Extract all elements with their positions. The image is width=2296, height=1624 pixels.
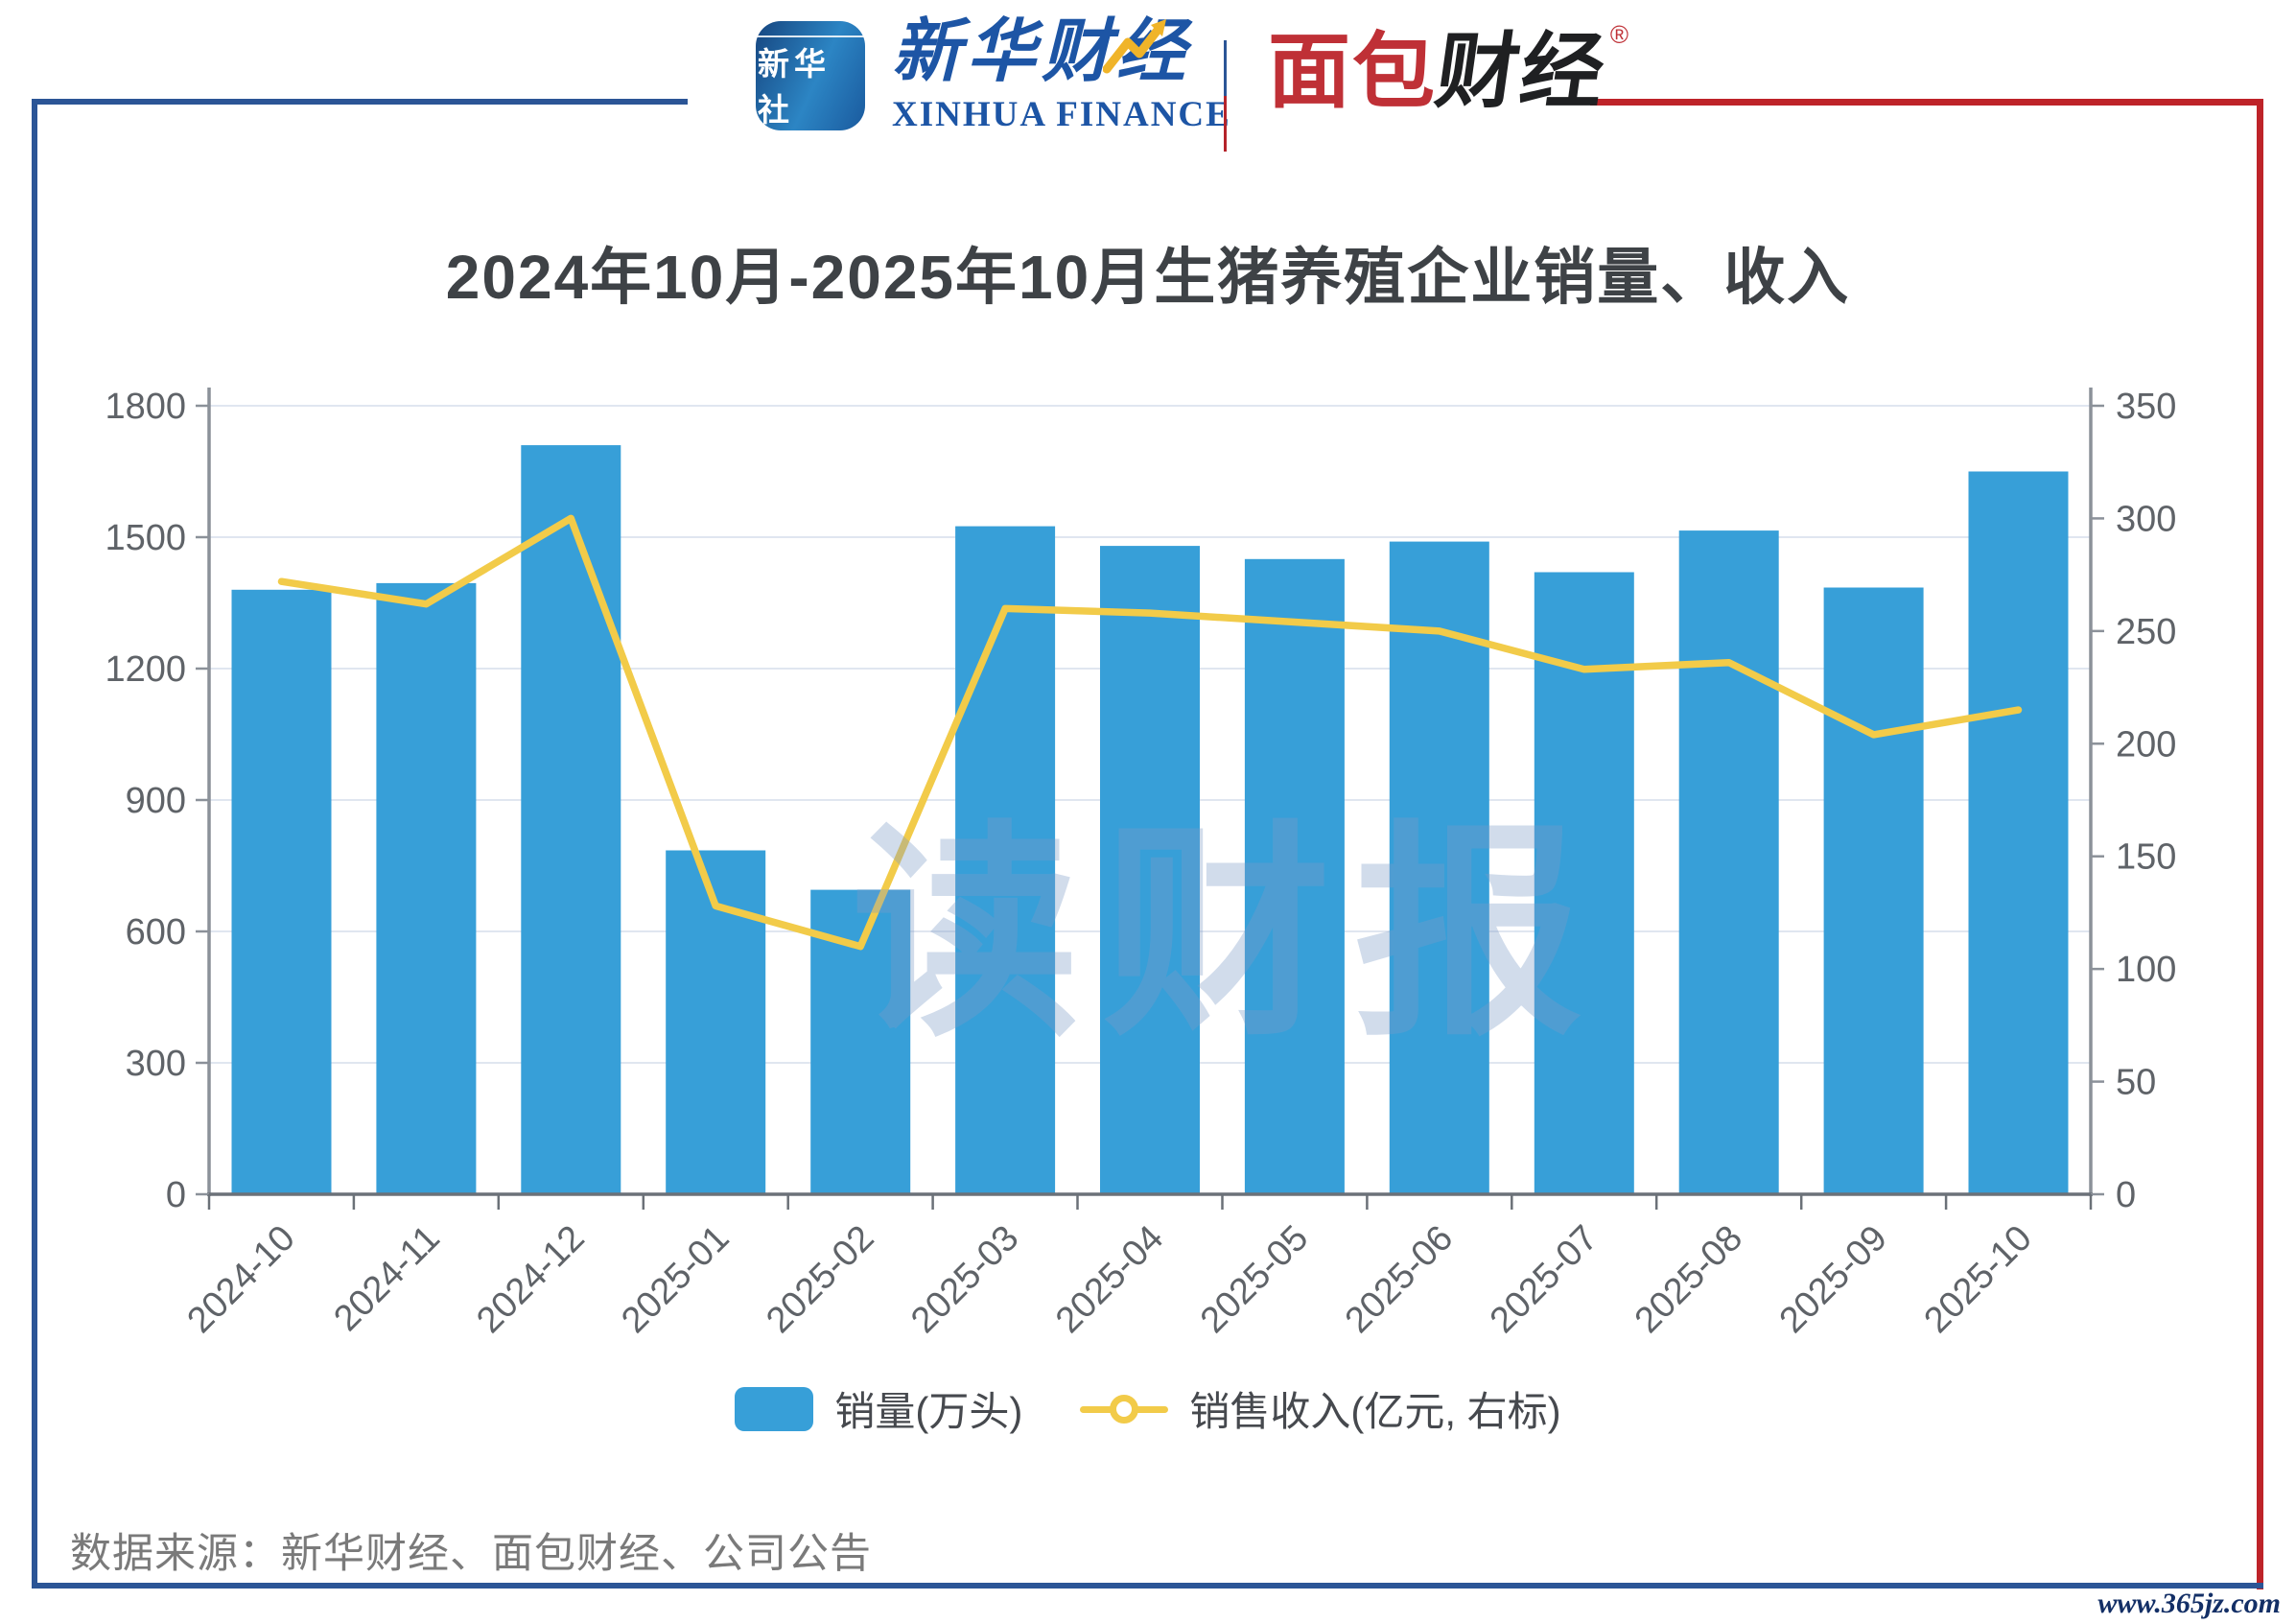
bar-2024-11 bbox=[376, 582, 477, 1194]
right-axis-tick-label: 300 bbox=[2116, 499, 2176, 539]
x-axis-label-2025-02: 2025-02 bbox=[759, 1218, 881, 1341]
x-axis-label-2025-04: 2025-04 bbox=[1048, 1218, 1171, 1341]
x-axis-label-2025-06: 2025-06 bbox=[1338, 1218, 1461, 1341]
frame-line-top-right bbox=[1590, 99, 2261, 106]
left-axis-tick-label: 900 bbox=[126, 781, 186, 821]
left-axis-tick-label: 600 bbox=[126, 912, 186, 953]
left-axis-tick-label: 300 bbox=[126, 1044, 186, 1084]
x-axis-label-2025-07: 2025-07 bbox=[1483, 1218, 1605, 1341]
chart-title: 2024年10月-2025年10月生猪养殖企业销量、收入 bbox=[445, 243, 1851, 312]
left-axis-tick-label: 1200 bbox=[105, 649, 186, 690]
header-divider-line bbox=[1224, 40, 1227, 152]
right-axis-tick-label: 200 bbox=[2116, 724, 2176, 765]
bar-2024-12 bbox=[521, 445, 621, 1195]
xinhua-app-cn-label: 新华社 bbox=[756, 35, 865, 133]
bar-2025-10 bbox=[1968, 471, 2069, 1194]
rising-arrow-icon bbox=[1103, 19, 1166, 74]
mianbao-logo-part1: 面包 bbox=[1268, 26, 1437, 118]
xinhua-finance-en: XINHUA FINANCE bbox=[892, 95, 1231, 134]
line-marker-circle bbox=[1110, 1394, 1139, 1424]
x-axis-label-2025-05: 2025-05 bbox=[1193, 1218, 1316, 1341]
bar-series-label: 销量(万头) bbox=[834, 1389, 1023, 1434]
x-axis-label-2024-12: 2024-12 bbox=[469, 1218, 592, 1341]
x-axis-label-2025-03: 2025-03 bbox=[903, 1218, 1026, 1341]
xinhua-app-en-label: XINHUA NEWS bbox=[761, 136, 859, 150]
x-axis-label-2024-10: 2024-10 bbox=[180, 1218, 303, 1341]
bar-2025-09 bbox=[1823, 587, 1924, 1194]
right-axis-tick-label: 0 bbox=[2116, 1175, 2136, 1215]
frame-line-bottom bbox=[32, 1583, 2263, 1589]
data-source-note: 数据来源：新华财经、面包财经、公司公告 bbox=[70, 1531, 872, 1577]
line-series-label: 销售收入(亿元, 右标) bbox=[1189, 1389, 1561, 1434]
right-axis-tick-label: 100 bbox=[2116, 950, 2176, 990]
bar-2025-08 bbox=[1678, 530, 1779, 1194]
legend-item-sales-volume: 销量(万头) bbox=[735, 1379, 1022, 1438]
revenue-line bbox=[277, 514, 2023, 951]
xinhua-news-app-icon: 新华社 XINHUA NEWS bbox=[756, 21, 865, 150]
frame-line-left bbox=[32, 99, 37, 1588]
line-series-marker bbox=[1080, 1387, 1169, 1431]
bar-2025-03 bbox=[955, 526, 1056, 1194]
site-url: www.365jz.com bbox=[2097, 1588, 2281, 1619]
left-axis-tick-label: 0 bbox=[166, 1175, 186, 1215]
bar-series-swatch bbox=[735, 1386, 814, 1431]
x-axis-label-2025-01: 2025-01 bbox=[614, 1218, 737, 1341]
chart-legend: 销量(万头) 销售收入(亿元, 右标) bbox=[0, 1379, 2296, 1438]
registered-trademark-mark: ® bbox=[1609, 20, 1630, 49]
frame-line-top-left bbox=[32, 99, 688, 105]
right-axis-tick-label: 250 bbox=[2116, 612, 2176, 652]
frame-line-right bbox=[2257, 99, 2263, 1589]
right-axis-tick-label: 350 bbox=[2116, 387, 2176, 427]
x-axis-label-2024-11: 2024-11 bbox=[326, 1218, 447, 1339]
x-axis-label-2025-09: 2025-09 bbox=[1772, 1218, 1895, 1341]
bar-2024-10 bbox=[231, 589, 332, 1194]
x-axis-label-2025-08: 2025-08 bbox=[1628, 1218, 1750, 1341]
mianbao-finance-logo: 面包财经 ® bbox=[1268, 21, 1628, 118]
left-axis-tick-label: 1800 bbox=[105, 387, 186, 427]
bar-2025-06 bbox=[1389, 541, 1489, 1194]
right-axis-tick-label: 50 bbox=[2116, 1063, 2156, 1103]
bar-2025-07 bbox=[1534, 572, 1634, 1194]
bar-2025-05 bbox=[1244, 558, 1345, 1194]
xinhua-finance-logo: 新华财经 XINHUA FINANCE bbox=[892, 17, 1237, 135]
legend-item-revenue: 销售收入(亿元, 右标) bbox=[1080, 1379, 1561, 1438]
left-axis-tick-label: 1500 bbox=[105, 518, 186, 558]
right-axis-tick-label: 150 bbox=[2116, 837, 2176, 878]
bar-2025-04 bbox=[1100, 546, 1200, 1194]
x-axis-label-2025-10: 2025-10 bbox=[1917, 1218, 2040, 1341]
